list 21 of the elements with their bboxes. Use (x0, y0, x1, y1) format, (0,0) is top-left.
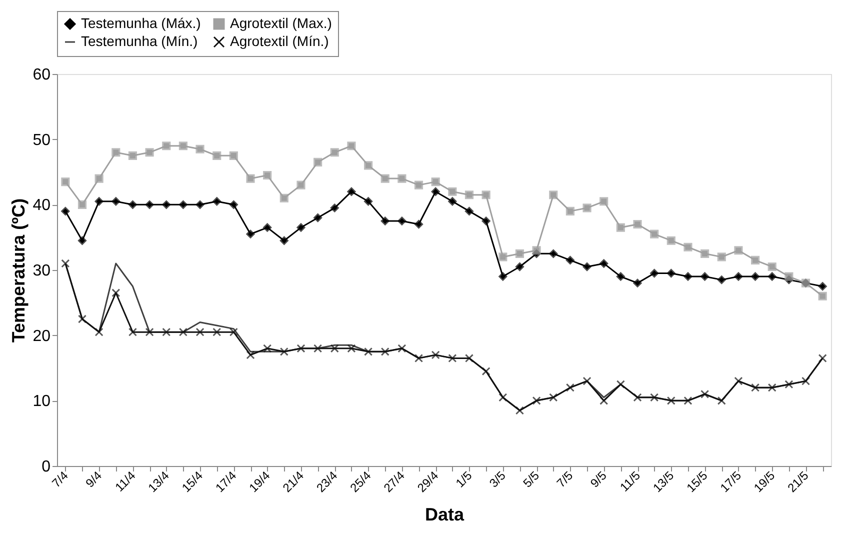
y-axis-title: Temperatura (ºC) (8, 198, 29, 343)
x-tick-label: 9/4 (82, 468, 105, 490)
legend-label: Testemunha (Máx.) (81, 15, 201, 31)
y-tick-label: 40 (32, 197, 51, 214)
x-tick-label: 9/5 (588, 468, 610, 490)
y-tick-label: 50 (32, 132, 51, 149)
y-tick-label: 30 (32, 262, 51, 280)
y-tick-label: 10 (32, 393, 51, 410)
x-tick-label: 5/5 (520, 468, 542, 490)
x-axis-title: Data (424, 504, 465, 524)
legend-label: Agrotextil (Max.) (230, 15, 332, 31)
x-tick-label: 1/5 (452, 468, 475, 490)
x-tick-label: 11/4 (112, 468, 138, 494)
legend-label: Agrotextil (Mín.) (230, 33, 329, 49)
y-tick-label: 60 (32, 66, 51, 84)
x-tick-label: 7/5 (554, 468, 576, 490)
x-tick-label: 3/5 (486, 468, 509, 490)
y-tick-label: 20 (32, 328, 51, 345)
y-tick-label: 0 (42, 458, 51, 476)
legend-label: Testemunha (Mín.) (81, 33, 198, 49)
x-tick-label: 7/4 (49, 468, 72, 490)
